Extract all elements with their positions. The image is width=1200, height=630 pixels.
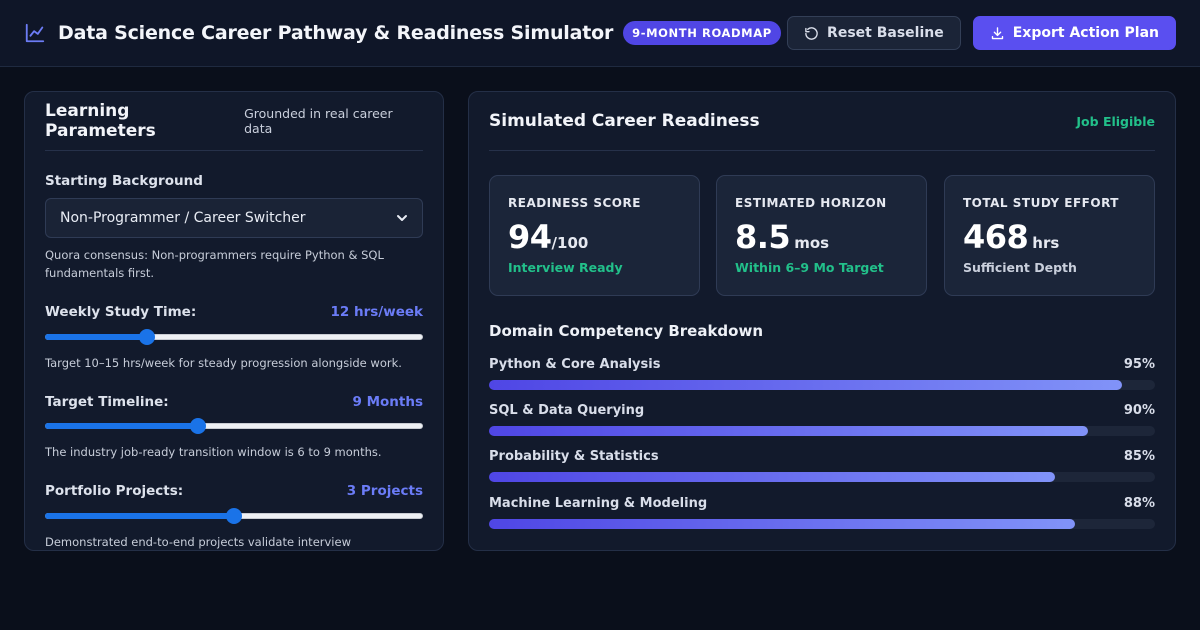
readiness-score-unit: /100 [551,234,589,252]
weekly-study-time-slider[interactable] [45,327,423,347]
portfolio-projects-value: 3 Projects [346,483,423,499]
learning-parameters-header: Learning Parameters Grounded in real car… [45,92,423,151]
total-study-effort-number: 468 [963,218,1029,256]
competency-track [489,426,1155,436]
competency-track [489,519,1155,529]
competency-name: Python & Core Analysis [489,357,661,372]
competency-track [489,472,1155,482]
total-study-effort-unit: hrs [1032,234,1060,252]
export-action-plan-label: Export Action Plan [1012,25,1159,41]
competency-row: Python & Core Analysis 95% [489,357,1155,397]
portfolio-projects-hint: Demonstrated end-to-end projects validat… [45,535,351,549]
reset-icon [805,26,818,40]
total-study-effort-note: Sufficient Depth [963,260,1077,275]
readiness-score-note: Interview Ready [508,260,623,275]
learning-parameters-title: Learning Parameters [45,101,156,141]
target-timeline-hint: The industry job-ready transition window… [45,445,382,459]
total-study-effort-label: TOTAL STUDY EFFORT [963,196,1119,210]
app-header: Data Science Career Pathway & Readiness … [0,0,1200,67]
career-readiness-title: Simulated Career Readiness [489,111,760,131]
competency-row: Probability & Statistics 85% [489,449,1155,489]
readiness-score-card: READINESS SCORE 94/100 Interview Ready [489,175,700,296]
competency-row: Machine Learning & Modeling 88% [489,496,1155,536]
competency-breakdown-title: Domain Competency Breakdown [489,322,763,340]
download-icon [991,26,1003,39]
slider-fill [45,513,234,519]
slider-fill [45,423,199,429]
starting-background-label: Starting Background [45,173,203,189]
header-actions: Reset Baseline Export Action Plan [787,16,1176,50]
competency-percent: 90% [1123,403,1155,418]
app-title: Data Science Career Pathway & Readiness … [58,22,614,44]
starting-background-select[interactable]: Non-Programmer / Career Switcher [45,198,423,238]
estimated-horizon-value: 8.5 mos [735,218,829,256]
job-eligible-status: Job Eligible [1076,113,1155,129]
competency-percent: 88% [1123,496,1155,511]
competency-percent: 95% [1123,357,1155,372]
estimated-horizon-note: Within 6–9 Mo Target [735,260,884,275]
career-readiness-panel: Simulated Career Readiness Job Eligible … [468,91,1176,551]
competency-track [489,380,1155,390]
weekly-study-time-value: 12 hrs/week [330,304,423,320]
readiness-score-number: 94 [508,218,552,256]
competency-name: Probability & Statistics [489,449,659,464]
learning-parameters-panel: Learning Parameters Grounded in real car… [24,91,444,551]
estimated-horizon-card: ESTIMATED HORIZON 8.5 mos Within 6–9 Mo T… [716,175,927,296]
competency-percent: 85% [1123,449,1155,464]
estimated-horizon-label: ESTIMATED HORIZON [735,196,887,210]
total-study-effort-card: TOTAL STUDY EFFORT 468 hrs Sufficient Dep… [944,175,1155,296]
weekly-study-time-hint: Target 10–15 hrs/week for steady progres… [45,356,402,370]
career-readiness-header: Simulated Career Readiness Job Eligible [489,92,1155,151]
chevron-down-icon [397,215,407,221]
total-study-effort-value: 468 hrs [963,218,1059,256]
roadmap-badge: 9-MONTH ROADMAP [623,21,781,45]
slider-fill [45,334,148,340]
competency-fill [489,380,1122,390]
weekly-study-time-label: Weekly Study Time: [45,304,197,320]
estimated-horizon-unit: mos [794,234,830,252]
portfolio-projects-slider[interactable] [45,506,423,526]
reset-baseline-button[interactable]: Reset Baseline [787,16,961,50]
slider-thumb[interactable] [139,329,156,345]
learning-parameters-subtitle: Grounded in real career data [244,106,393,136]
competency-name: Machine Learning & Modeling [489,496,708,511]
portfolio-projects-label: Portfolio Projects: [45,483,184,499]
target-timeline-slider[interactable] [45,416,423,436]
slider-thumb[interactable] [190,418,207,434]
competency-fill [489,426,1089,436]
competency-fill [489,519,1076,529]
slider-thumb[interactable] [226,508,242,524]
competency-name: SQL & Data Querying [489,403,645,418]
target-timeline-label: Target Timeline: [45,394,169,410]
reset-baseline-label: Reset Baseline [827,25,944,41]
competency-fill [489,472,1056,482]
target-timeline-value: 9 Months [352,394,423,410]
estimated-horizon-number: 8.5 [735,218,791,256]
readiness-score-value: 94/100 [508,218,588,256]
starting-background-value: Non-Programmer / Career Switcher [60,210,306,226]
starting-background-hint: Quora consensus: Non-programmers require… [45,248,384,280]
export-action-plan-button[interactable]: Export Action Plan [972,16,1176,50]
competency-row: SQL & Data Querying 90% [489,403,1155,443]
readiness-score-label: READINESS SCORE [508,196,641,210]
line-chart-icon [25,23,45,43]
